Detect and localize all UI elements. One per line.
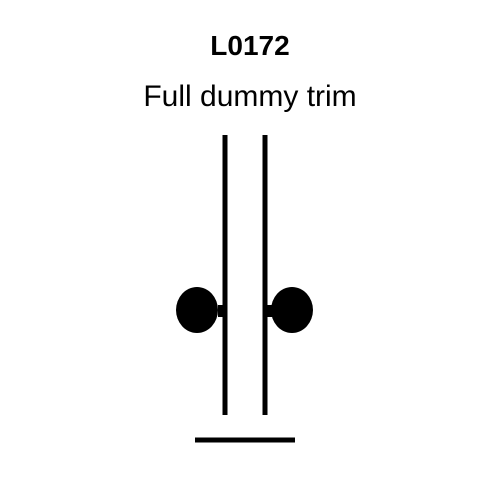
knob-right	[265, 287, 313, 333]
diagram-container: L0172 Full dummy trim	[0, 0, 500, 500]
knob-left-stem	[218, 305, 226, 317]
knob-left	[176, 287, 226, 333]
door-trim-diagram	[0, 0, 500, 500]
knob-right-head	[271, 287, 313, 333]
knob-left-head	[176, 287, 218, 333]
